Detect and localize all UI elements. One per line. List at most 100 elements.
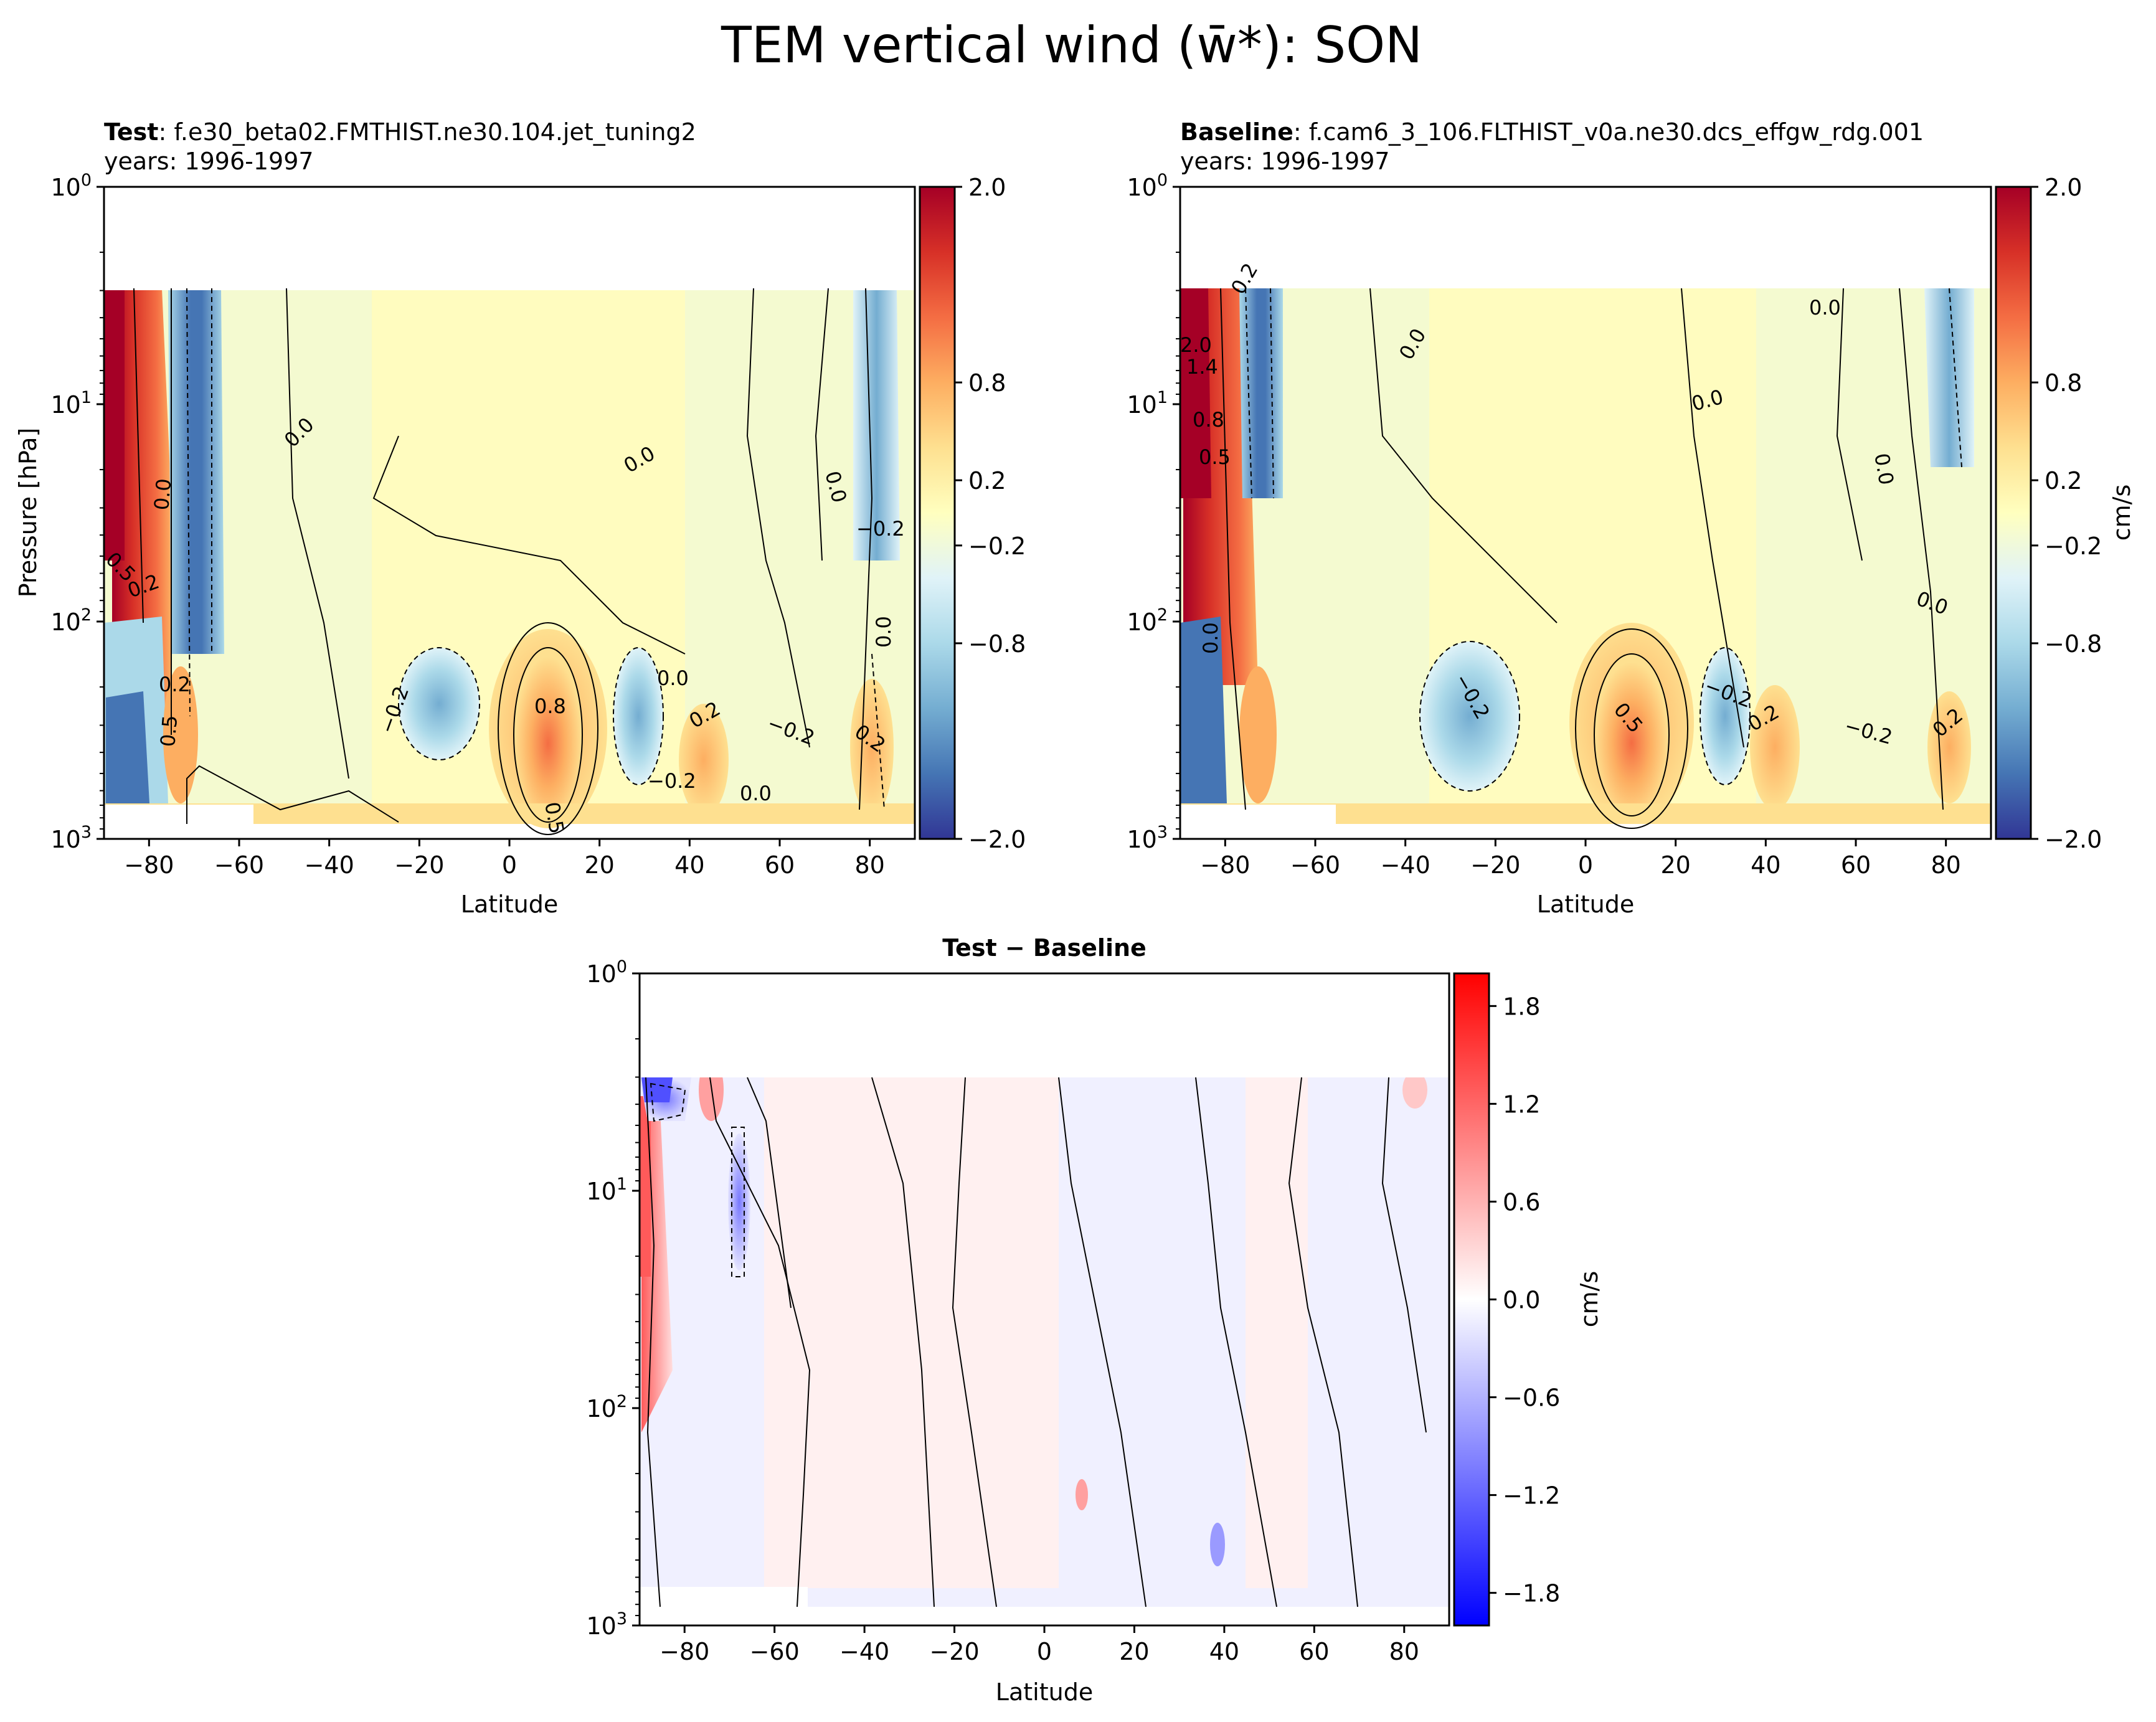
colorbar-tick-label: 1.8 [1503, 993, 1540, 1020]
colorbar-tick-label: −0.2 [2045, 532, 2102, 560]
colorbar: 2.0 0.8 0.2 −0.2 −0.8 −2.0 cm/s [1995, 174, 2135, 853]
colorbar: 1.8 1.2 0.6 0.0 −0.6 −1.2 −1.8 cm/s [1453, 972, 1603, 1627]
colorbar-tick-label: −0.8 [2045, 630, 2102, 658]
x-tick-label: −20 [394, 851, 444, 879]
colorbar-tick-label: 0.2 [968, 467, 1006, 494]
colorbar-tick-label: 0.2 [2045, 467, 2082, 494]
panel-test: Test: f.e30_beta02.FMTHIST.ne30.104.jet_… [14, 118, 1026, 918]
colorbar-tick-label: 2.0 [2045, 174, 2082, 201]
colorbar-tick-label: 0.0 [1503, 1287, 1540, 1314]
y-tick-label: 100 [1127, 171, 1168, 201]
y-ticks: 100 101 102 103 [586, 957, 640, 1640]
contour-label: 0.0 [1199, 622, 1222, 654]
panel-baseline: Baseline: f.cam6_3_106.FLTHIST_v0a.ne30.… [1127, 118, 2135, 918]
colorbar-scale [1453, 972, 1490, 1627]
contour-label: −0.2 [856, 517, 905, 541]
colorbar-tick-label: −2.0 [2045, 826, 2102, 853]
contour-label: 0.5 [156, 714, 182, 748]
x-tick-label: 60 [1841, 851, 1871, 879]
x-axis-label: Latitude [461, 891, 558, 918]
colorbar-label: cm/s [2108, 485, 2135, 541]
colorbar-tick-label: 0.6 [1503, 1188, 1540, 1216]
x-tick-label: 40 [1751, 851, 1780, 879]
colorbar-label: cm/s [1576, 1271, 1603, 1328]
x-ticks: −80 −60 −40 −20 0 20 40 60 80 [660, 1625, 1419, 1665]
y-tick-label: 101 [586, 1175, 627, 1205]
x-axis-label: Latitude [996, 1678, 1093, 1706]
contour-label: 0.8 [1193, 408, 1224, 432]
colorbar-ticks: 2.0 0.8 0.2 −0.2 −0.8 −2.0 [955, 174, 1026, 853]
x-tick-label: −80 [660, 1638, 709, 1665]
colorbar-tick-label: 1.2 [1503, 1090, 1540, 1118]
x-tick-label: 20 [1660, 851, 1690, 879]
x-tick-label: 0 [1037, 1638, 1052, 1665]
x-ticks: −80 −60 −40 −20 0 20 40 60 80 [124, 839, 885, 879]
colorbar-tick-label: 0.8 [968, 369, 1006, 397]
contour-label: −0.2 [648, 769, 696, 793]
x-tick-label: −60 [214, 851, 264, 879]
colorbar-tick-label: 2.0 [968, 174, 1006, 201]
contour-label: 0.0 [1809, 296, 1841, 319]
x-tick-label: 80 [1389, 1638, 1419, 1665]
x-tick-label: −60 [750, 1638, 800, 1665]
contour-label: 0.0 [872, 616, 896, 648]
plot-field [104, 187, 915, 835]
colorbar-tick-label: −0.2 [968, 532, 1026, 560]
y-tick-label: 101 [50, 388, 92, 419]
colorbar-tick-label: −1.2 [1503, 1482, 1560, 1510]
y-tick-label: 102 [1127, 605, 1168, 636]
x-tick-label: −60 [1290, 851, 1340, 879]
contour-label: 0.5 [540, 800, 569, 836]
y-tick-label: 102 [586, 1392, 627, 1422]
x-tick-label: 20 [1119, 1638, 1149, 1665]
x-tick-label: −40 [839, 1638, 889, 1665]
x-tick-label: 60 [765, 851, 795, 879]
x-tick-label: −80 [124, 851, 174, 879]
plot-field [1180, 187, 1991, 829]
colorbar: 2.0 0.8 0.2 −0.2 −0.8 −2.0 [919, 174, 1026, 853]
plot-field [640, 978, 1449, 1607]
y-tick-label: 103 [50, 823, 92, 853]
colorbar-tick-label: −1.8 [1503, 1580, 1560, 1607]
y-ticks: 100 101 102 103 [1127, 171, 1180, 853]
panel-title: Test: f.e30_beta02.FMTHIST.ne30.104.jet_… [104, 118, 696, 146]
x-tick-label: 20 [584, 851, 614, 879]
contour-label: 2.0 [1180, 333, 1212, 357]
y-tick-label: 103 [1127, 823, 1168, 853]
colorbar-scale [919, 186, 956, 840]
colorbar-tick-label: −0.8 [968, 630, 1026, 658]
x-tick-label: 60 [1299, 1638, 1329, 1665]
panel-title: Test − Baseline [942, 934, 1147, 962]
x-tick-label: −80 [1200, 851, 1250, 879]
contour-label: 0.0 [657, 666, 689, 690]
x-tick-label: 0 [1578, 851, 1593, 879]
colorbar-scale [1995, 186, 2032, 840]
contour-label: 0.8 [534, 694, 566, 718]
x-tick-label: 40 [1209, 1638, 1239, 1665]
contour-label: 0.5 [1199, 445, 1231, 469]
y-tick-label: 100 [50, 171, 92, 201]
x-ticks: −80 −60 −40 −20 0 20 40 60 80 [1200, 839, 1961, 879]
colorbar-ticks: 1.8 1.2 0.6 0.0 −0.6 −1.2 −1.8 [1489, 993, 1560, 1607]
colorbar-tick-label: 0.8 [2045, 369, 2082, 397]
panel-subtitle: years: 1996-1997 [104, 148, 314, 175]
x-tick-label: 80 [854, 851, 884, 879]
x-tick-label: 40 [674, 851, 704, 879]
contour-label: 0.0 [740, 782, 772, 805]
y-tick-label: 103 [586, 1609, 627, 1640]
x-tick-label: −40 [1381, 851, 1430, 879]
y-tick-label: 102 [50, 605, 92, 636]
contour-label: 0.0 [149, 478, 176, 511]
panel-difference: Test − Baseline [586, 934, 1603, 1706]
y-ticks: 100 101 102 103 [50, 171, 104, 853]
x-axis-label: Latitude [1537, 891, 1634, 918]
x-tick-label: −20 [929, 1638, 979, 1665]
panel-subtitle: years: 1996-1997 [1180, 148, 1390, 175]
x-tick-label: −20 [1470, 851, 1520, 879]
x-tick-label: 80 [1931, 851, 1960, 879]
x-tick-label: 0 [502, 851, 517, 879]
y-axis-label: Pressure [hPa] [14, 428, 42, 598]
figure-title: TEM vertical wind (w̄*): SON [721, 16, 1422, 74]
contour-label: 0.2 [159, 673, 191, 696]
